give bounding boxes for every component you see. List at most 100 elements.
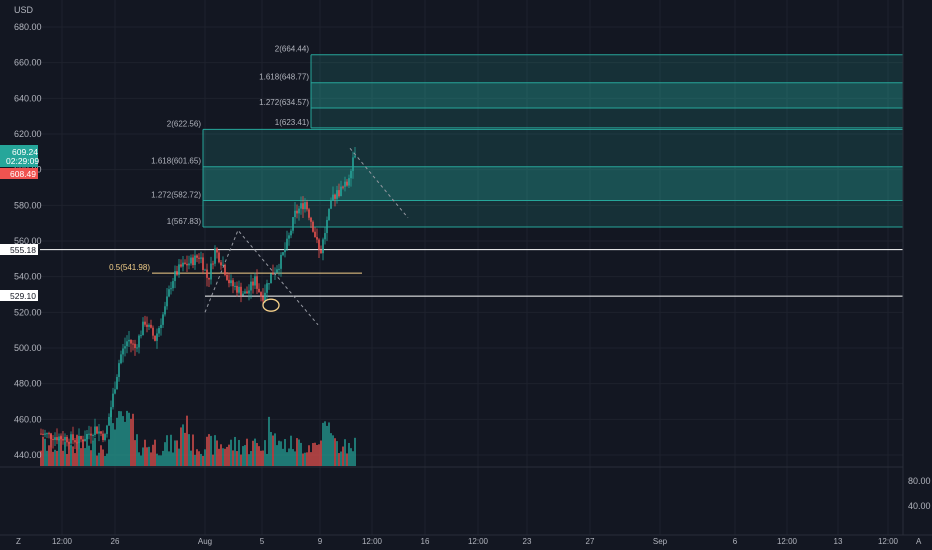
candle-body — [44, 433, 46, 435]
volume-bar — [322, 422, 324, 466]
candle-body — [48, 433, 50, 435]
candle-body — [188, 263, 190, 266]
candle-body — [42, 433, 44, 435]
volume-bar — [146, 447, 148, 466]
volume-bar — [150, 452, 152, 466]
volume-bar — [192, 434, 194, 466]
price-axis-ticks[interactable]: 680.00660.00640.00620.00600.00580.00560.… — [14, 22, 42, 460]
volume-bar — [114, 429, 116, 466]
volume-bar — [330, 433, 332, 466]
candle-body — [270, 273, 272, 284]
candle-body — [68, 442, 70, 444]
candle-body — [254, 276, 256, 286]
scale-mode-z-button[interactable]: Z — [16, 537, 21, 546]
volume-bar — [324, 421, 326, 466]
candle-body — [52, 439, 54, 441]
candle-body — [102, 433, 104, 441]
volume-bar — [198, 451, 200, 466]
volume-bar — [110, 410, 112, 466]
candle-body — [162, 314, 164, 325]
volume-bar — [196, 449, 198, 466]
candle-body — [178, 264, 180, 275]
volume-bar — [88, 445, 90, 466]
candle-body — [60, 436, 62, 439]
candle-body — [174, 271, 176, 282]
current-price-tag: 609.24 02:29:09 — [0, 145, 39, 167]
grid-lines — [0, 0, 903, 535]
candle-body — [230, 280, 232, 284]
volume-bar — [210, 435, 212, 466]
volume-bar — [68, 441, 70, 466]
candle-body — [296, 210, 298, 214]
time-label: Aug — [198, 537, 212, 546]
volume-bar — [214, 435, 216, 466]
volume-bar — [332, 435, 334, 466]
volume-bar — [66, 454, 68, 466]
candle-body — [142, 321, 144, 336]
candle-body — [224, 264, 226, 275]
volume-bar — [262, 450, 264, 466]
volume-bar — [100, 445, 102, 466]
candle-body — [156, 333, 158, 341]
candle-body — [110, 407, 112, 418]
price-tick-label: 660.00 — [14, 58, 42, 68]
auto-scale-button[interactable]: A — [916, 537, 922, 546]
price-tick-label: 520.00 — [14, 307, 42, 317]
candle-body — [184, 262, 186, 264]
candle-body — [176, 271, 178, 275]
volume-bar — [122, 416, 124, 466]
volume-bar — [212, 454, 214, 466]
volume-bar — [296, 438, 298, 466]
fib-extension-zones[interactable]: 2(664.44) 1.618(648.77) 1.272(634.57) 1(623… — [109, 45, 903, 274]
volume-bar — [300, 442, 302, 466]
fib-level-label: 1(567.83) — [167, 217, 202, 226]
volume-bar — [58, 438, 60, 466]
candle-body — [258, 288, 260, 293]
volume-bar — [278, 440, 280, 466]
time-label: 23 — [523, 537, 532, 546]
candle-body — [262, 296, 264, 301]
volume-bar — [90, 450, 92, 466]
fib-level-label: 1.618(601.65) — [151, 157, 201, 166]
volume-bar — [98, 452, 100, 466]
volume-bar — [40, 450, 42, 466]
time-axis-labels[interactable]: 12:00 26 Aug 5 9 12:00 16 12:00 23 27 Sep 6 12:00 13 1… — [52, 537, 899, 546]
head-shoulders-dashed-path — [204, 229, 319, 326]
candle-body — [88, 433, 90, 435]
volume-bar — [166, 435, 168, 466]
volume-tick-label: 40.00 — [908, 501, 931, 511]
volume-bar — [334, 438, 336, 466]
candle-body — [216, 248, 218, 253]
fib-level-label: 1.618(648.77) — [259, 73, 309, 82]
candle-body — [348, 178, 350, 186]
candle-body — [112, 393, 114, 408]
time-label: 13 — [834, 537, 843, 546]
candle-body — [244, 291, 246, 294]
circle-annotation — [262, 298, 280, 312]
volume-bar — [306, 452, 308, 466]
candle-body — [134, 343, 136, 348]
time-label: 9 — [318, 537, 323, 546]
candle-body — [342, 186, 344, 188]
candle-body — [218, 252, 220, 263]
horizontal-lines[interactable] — [40, 249, 903, 297]
volume-bar — [226, 446, 228, 466]
volume-bar — [206, 436, 208, 466]
pattern-drawings[interactable] — [204, 147, 409, 326]
candle-body — [70, 434, 72, 444]
candle-body — [298, 208, 300, 214]
candle-body — [190, 257, 192, 264]
candle-body — [204, 269, 206, 271]
candle-body — [130, 339, 132, 344]
candle-body — [120, 354, 122, 364]
volume-bar — [108, 439, 110, 466]
volume-bar — [274, 433, 276, 466]
volume-bar — [348, 442, 350, 466]
fib-zone-band — [203, 166, 903, 201]
volume-bar — [200, 453, 202, 466]
volume-bar — [52, 451, 54, 466]
candle-body — [172, 281, 174, 289]
volume-bar — [344, 439, 346, 466]
price-tick-label: 560.00 — [14, 236, 42, 246]
